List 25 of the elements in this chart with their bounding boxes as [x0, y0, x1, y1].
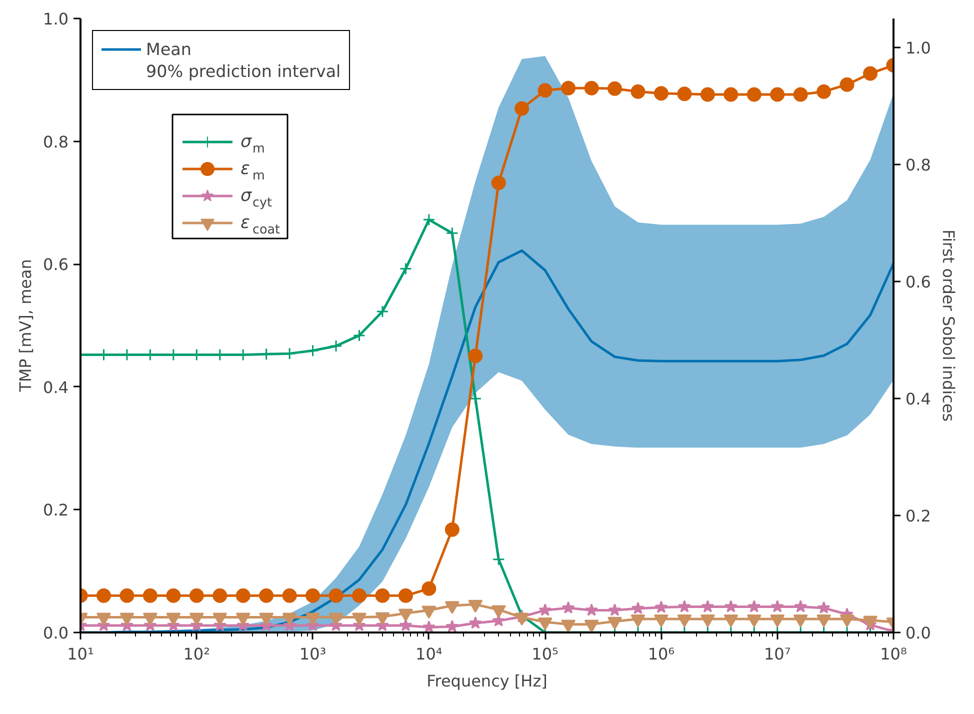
annotation: 90% prediction interval — [146, 62, 341, 80]
y-tick-label: 0.4 — [43, 378, 69, 397]
x-tick-label: 10⁴ — [416, 644, 442, 664]
x-tick-label: 10¹ — [67, 644, 94, 664]
legend-label: Mean — [146, 40, 192, 58]
x-tick-label: 10⁸ — [880, 644, 907, 664]
x-tick-label: 10⁵ — [532, 644, 558, 664]
y-tick-label: 1.0 — [43, 10, 69, 28]
y-tick-label: 0.2 — [43, 500, 69, 520]
x-tick-label: 10³ — [299, 644, 326, 664]
y-axis-title: TMP [mV], mean — [16, 259, 36, 393]
y-tick-label: 0.6 — [43, 255, 69, 274]
y2-tick-label: 0.4 — [906, 390, 931, 409]
x-tick-label: 10⁷ — [764, 644, 791, 664]
x-tick-label: 10⁶ — [648, 644, 675, 664]
y2-tick-label: 0.8 — [906, 156, 931, 175]
y-tick-label: 0.0 — [43, 624, 69, 642]
y2-tick-label: 0.6 — [906, 272, 931, 292]
y2-tick-label: 0.2 — [906, 506, 931, 526]
y-tick-label: 0.8 — [43, 132, 69, 152]
x-axis-title: Frequency [Hz] — [426, 672, 548, 690]
y2-tick-label: 0.0 — [906, 624, 931, 642]
y2-axis-title: First order Sobol indices — [938, 229, 958, 422]
y2-tick-label: 1.0 — [906, 38, 931, 58]
x-tick-label: 10² — [183, 644, 210, 664]
